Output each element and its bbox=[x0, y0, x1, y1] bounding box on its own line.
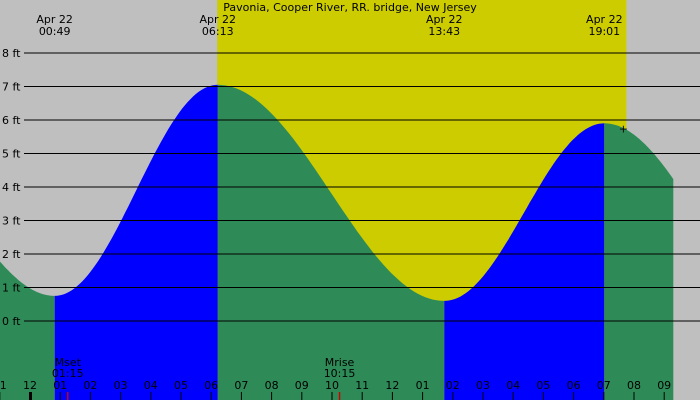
gridlines bbox=[24, 52, 700, 322]
y-tick-label: 3 ft bbox=[2, 215, 21, 228]
y-tick-label: 0 ft bbox=[2, 315, 21, 328]
x-tick-label: 11 bbox=[355, 379, 369, 392]
tide-event-date: Apr 22 bbox=[586, 13, 623, 26]
x-tick-label: 04 bbox=[144, 379, 158, 392]
x-axis: 11 12 01 02 03 04 05 06 07 08 09 10 11 12 01 02 03 04 05 06… bbox=[0, 379, 671, 400]
chart-title: Pavonia, Cooper River, RR. bridge, New J… bbox=[223, 1, 477, 14]
y-tick-label: 4 ft bbox=[2, 181, 21, 194]
x-tick-label: 04 bbox=[506, 379, 520, 392]
tide-event-date: Apr 22 bbox=[426, 13, 463, 26]
moon-event-label: Mset bbox=[55, 356, 82, 369]
x-tick-label: 12 bbox=[385, 379, 399, 392]
x-tick-label: 02 bbox=[446, 379, 460, 392]
x-tick-label: 01 bbox=[416, 379, 430, 392]
y-tick-label: 5 ft bbox=[2, 148, 21, 161]
tide-event-time: 00:49 bbox=[39, 25, 71, 38]
moon-event-time: 01:15 bbox=[52, 367, 84, 380]
x-tick-label: 08 bbox=[627, 379, 641, 392]
midnight-marker bbox=[29, 392, 32, 400]
x-tick-label: 10 bbox=[325, 379, 339, 392]
x-tick-label: 06 bbox=[567, 379, 581, 392]
x-tick-label: 08 bbox=[265, 379, 279, 392]
tide-event-date: Apr 22 bbox=[199, 13, 236, 26]
x-tick-label: 03 bbox=[114, 379, 128, 392]
y-tick-label: 7 ft bbox=[2, 81, 21, 94]
moon-event-time: 10:15 bbox=[324, 367, 356, 380]
y-tick-label: 1 ft bbox=[2, 282, 21, 295]
x-tick-label: 11 bbox=[0, 379, 7, 392]
x-tick-label: 12 bbox=[23, 379, 37, 392]
tide-marker: + bbox=[619, 122, 628, 135]
tide-event-time: 19:01 bbox=[588, 25, 620, 38]
tide-event-date: Apr 22 bbox=[36, 13, 73, 26]
x-tick-label: 01 bbox=[53, 379, 67, 392]
moon-event-label: Mrise bbox=[325, 356, 355, 369]
tide-event-time: 06:13 bbox=[202, 25, 234, 38]
x-tick-label: 09 bbox=[295, 379, 309, 392]
x-tick-label: 05 bbox=[174, 379, 188, 392]
y-axis-labels: 0 ft 1 ft 2 ft 3 ft 4 ft 5 ft 6 ft 7 ft 8 ft bbox=[2, 47, 21, 328]
x-tick-label: 07 bbox=[597, 379, 611, 392]
x-tick-label: 05 bbox=[536, 379, 550, 392]
x-tick-label: 07 bbox=[234, 379, 248, 392]
rising-tide-area bbox=[444, 123, 605, 400]
falling-tide-area bbox=[604, 123, 674, 400]
x-tick-label: 09 bbox=[657, 379, 671, 392]
y-tick-label: 2 ft bbox=[2, 248, 21, 261]
x-tick-label: 02 bbox=[83, 379, 97, 392]
x-tick-label: 03 bbox=[476, 379, 490, 392]
tide-event-time: 13:43 bbox=[428, 25, 460, 38]
x-tick-label: 06 bbox=[204, 379, 218, 392]
y-tick-label: 6 ft bbox=[2, 114, 21, 127]
y-tick-label: 8 ft bbox=[2, 47, 21, 60]
falling-tide-area bbox=[0, 261, 55, 400]
